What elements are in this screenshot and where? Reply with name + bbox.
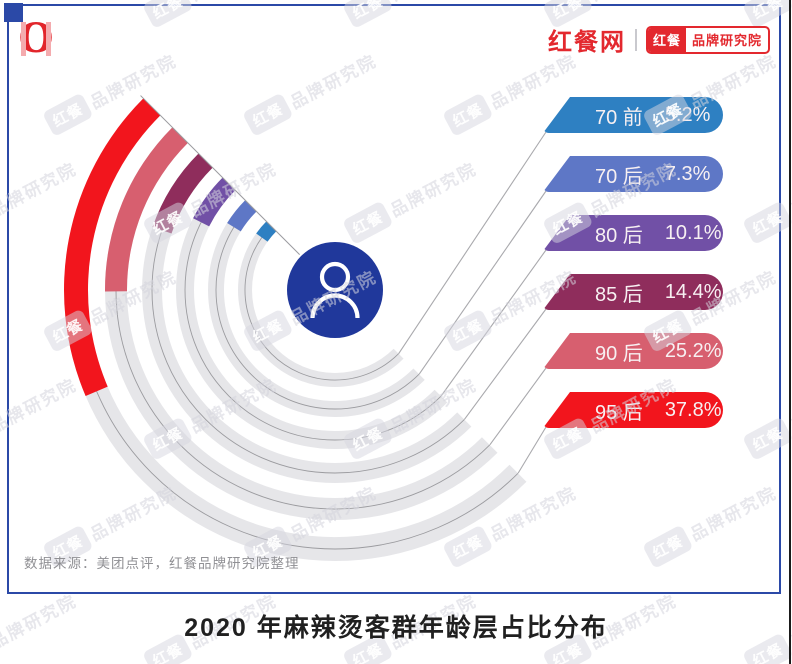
track-ring — [238, 221, 404, 387]
age-group-value: 37.8% — [664, 398, 722, 421]
hongcan-site-logo: 红餐网 — [547, 29, 626, 56]
screen-edge-line — [789, 0, 791, 664]
age-group-label: 70 前 — [595, 106, 643, 129]
corner-logo-square — [4, 3, 23, 22]
header-logos: 红餐网 红餐 品牌研究院 — [548, 22, 770, 57]
age-group-label: 80 后 — [595, 224, 643, 247]
leader-line — [517, 426, 547, 474]
chart-frame-border — [7, 4, 781, 594]
age-group-label: 85 后 — [595, 283, 643, 306]
radial-bar-chart — [63, 95, 547, 561]
age-group-label: 95 后 — [595, 401, 643, 424]
value-arc — [227, 200, 257, 232]
o-logo-right-bar — [46, 22, 51, 56]
data-source-note: 数据来源：美团点评，红餐品牌研究院整理 — [24, 556, 300, 571]
age-group-label: 90 后 — [595, 342, 643, 365]
age-label-pill: 80 后 10.1% — [543, 215, 723, 251]
age-group-label: 70 后 — [595, 165, 643, 188]
badge-left-text: 红餐 — [647, 27, 686, 52]
age-group-value: 10.1% — [664, 221, 722, 244]
arc-start-line — [140, 95, 300, 255]
age-label-pill: 90 后 25.2% — [543, 333, 723, 369]
age-group-value: 14.4% — [664, 280, 722, 303]
hongcan-institute-badge: 红餐 品牌研究院 — [645, 25, 770, 54]
leader-line — [463, 308, 547, 420]
leader-line — [489, 367, 547, 446]
track-centerline — [215, 205, 420, 410]
chart-title: 2020 年麻辣烫客群年龄层占比分布 — [184, 614, 608, 642]
track-centerline — [244, 226, 399, 381]
o-logo: O — [19, 19, 54, 59]
badge-right-text: 品牌研究院 — [691, 33, 762, 48]
leader-line — [440, 249, 547, 397]
age-label-pill: 70 后 7.3% — [543, 156, 723, 192]
track-ring — [64, 98, 527, 561]
leader-line — [398, 131, 547, 354]
person-icon — [319, 261, 351, 293]
age-label-pill: 95 后 37.8% — [543, 392, 723, 428]
logo-divider — [634, 28, 637, 51]
person-icon — [310, 293, 360, 319]
age-group-value: 7.3% — [664, 162, 711, 185]
age-label-pill: 70 前 5.2% — [543, 97, 723, 133]
age-group-value: 5.2% — [664, 103, 711, 126]
leader-line — [418, 190, 547, 375]
age-label-pill: 85 后 14.4% — [543, 274, 723, 310]
age-group-value: 25.2% — [664, 339, 722, 362]
value-arc — [193, 177, 236, 227]
value-arc — [104, 127, 188, 292]
o-logo-left-bar — [21, 22, 26, 56]
